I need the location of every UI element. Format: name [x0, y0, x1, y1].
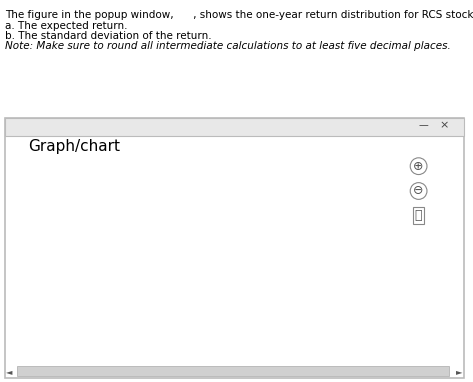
Text: ⊕: ⊕: [413, 160, 424, 173]
Text: ◄: ◄: [6, 367, 13, 376]
Text: The figure in the popup window,      , shows the one-year return distribution fo: The figure in the popup window, , shows …: [5, 10, 473, 19]
Bar: [348, 176, 390, 327]
Text: Note: Make sure to round all intermediate calculations to at least five decimal : Note: Make sure to round all intermediat…: [5, 41, 450, 51]
Bar: [135, 226, 177, 327]
Bar: [206, 251, 248, 327]
Text: b. The standard deviation of the return.: b. The standard deviation of the return.: [5, 31, 211, 40]
Text: a. The expected return.: a. The expected return.: [5, 21, 127, 31]
Text: —: —: [419, 120, 428, 130]
Bar: [64, 277, 106, 327]
Text: ⤢: ⤢: [415, 209, 422, 222]
Text: ×: ×: [440, 120, 449, 130]
Text: ►: ►: [455, 367, 462, 376]
X-axis label: Return: Return: [209, 345, 245, 355]
Y-axis label: Probability (%): Probability (%): [13, 198, 24, 280]
Text: Graph/chart: Graph/chart: [28, 139, 121, 154]
Bar: [277, 201, 319, 327]
Text: ⊖: ⊖: [413, 185, 424, 197]
